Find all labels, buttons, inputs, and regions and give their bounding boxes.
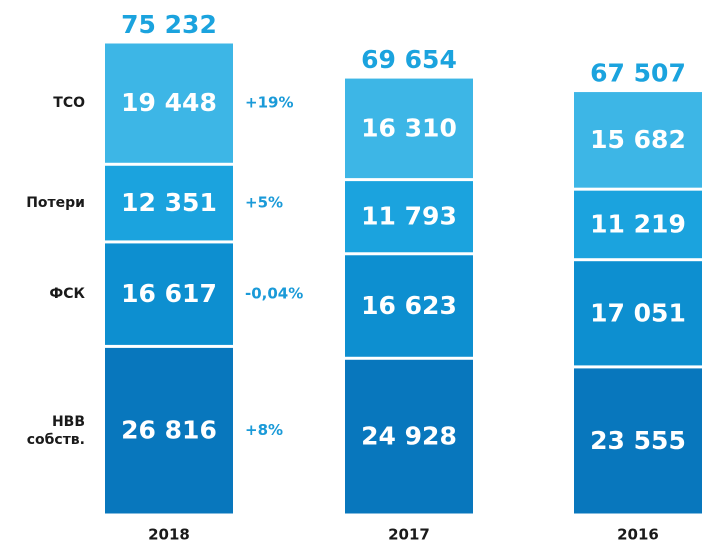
bar-segment: [105, 347, 233, 514]
bar-segment: [574, 368, 702, 514]
value-label: 24 928: [361, 422, 457, 451]
bar-segment: [345, 255, 473, 357]
x-tick-label: 2018: [148, 526, 190, 544]
x-tick-label: 2017: [388, 526, 430, 544]
change-label: +5%: [245, 194, 283, 212]
bar-segment: [345, 181, 473, 253]
value-label: 11 793: [361, 202, 457, 231]
series-label: Потери: [26, 195, 85, 212]
x-tick-label: 2016: [617, 526, 659, 544]
change-label: -0,04%: [245, 285, 303, 303]
value-label: 16 623: [361, 291, 457, 320]
bar-segment: [105, 243, 233, 345]
value-label: 26 816: [121, 416, 217, 445]
series-label: ФСК: [49, 286, 85, 303]
total-label: 67 507: [590, 59, 686, 88]
value-label: 12 351: [121, 188, 217, 217]
bar-segment: [345, 78, 473, 179]
change-label: +19%: [245, 94, 293, 112]
value-label: 23 555: [590, 426, 686, 455]
value-label: 19 448: [121, 88, 217, 117]
bar-segment: [345, 359, 473, 514]
bar-segment: [574, 92, 702, 188]
value-label: 17 051: [590, 298, 686, 327]
series-label: ТСО: [53, 95, 85, 112]
value-label: 15 682: [590, 125, 686, 154]
total-label: 69 654: [361, 45, 457, 74]
bar-segment: [105, 165, 233, 241]
series-label: НВВ собств.: [26, 413, 85, 448]
value-label: 11 219: [590, 209, 686, 238]
value-label: 16 617: [121, 279, 217, 308]
bar-segment: [574, 190, 702, 259]
change-label: +8%: [245, 421, 283, 439]
bar-segment: [105, 43, 233, 163]
bar-segment: [574, 261, 702, 366]
value-label: 16 310: [361, 113, 457, 142]
total-label: 75 232: [121, 10, 217, 39]
